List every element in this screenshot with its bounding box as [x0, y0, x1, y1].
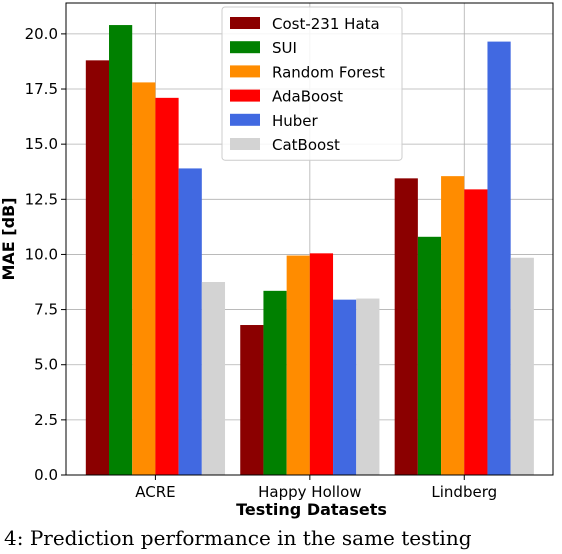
legend-label: AdaBoost — [272, 88, 343, 106]
legend-box — [221, 6, 403, 161]
bar — [356, 298, 380, 475]
legend-swatch — [230, 113, 260, 126]
bar — [464, 189, 488, 475]
bar — [178, 168, 202, 475]
legend-label: Random Forest — [272, 63, 385, 81]
bar — [286, 255, 310, 475]
bars — [85, 25, 534, 476]
x-axis-ticks: ACRE Happy Hollow Lindberg — [135, 475, 497, 501]
bar — [441, 176, 465, 475]
bar — [240, 325, 264, 475]
legend-swatch — [230, 65, 260, 78]
bar — [201, 282, 226, 475]
bar — [155, 97, 179, 475]
y-tick-label: 5.0 — [34, 356, 58, 374]
bar — [132, 82, 156, 476]
legend-label: Cost-231 Hata — [272, 15, 380, 33]
legend-label: Huber — [272, 112, 319, 130]
y-axis-label: MAE [dB] — [0, 197, 18, 280]
bar — [417, 236, 442, 475]
y-tick-label: 15.0 — [25, 135, 58, 153]
y-axis-ticks: 0.0 2.5 5.0 7.5 10.0 12.5 15.0 17.5 20.0 — [25, 25, 66, 484]
x-tick-label: ACRE — [135, 483, 175, 501]
y-tick-label: 2.5 — [34, 411, 58, 429]
figure-caption: 4: Prediction performance in the same te… — [4, 526, 472, 550]
bar — [333, 299, 357, 475]
bar — [109, 25, 133, 476]
bar — [510, 257, 534, 475]
y-tick-label: 7.5 — [34, 301, 58, 319]
y-tick-label: 0.0 — [34, 466, 58, 484]
bar — [394, 178, 418, 475]
legend-label: CatBoost — [272, 136, 340, 154]
y-tick-label: 10.0 — [25, 245, 58, 263]
x-tick-label: Lindberg — [431, 483, 497, 501]
legend: Cost-231 Hata SUI Random Forest AdaBoost Hub… — [221, 6, 403, 161]
mae-bar-chart: 0.0 2.5 5.0 7.5 10.0 12.5 15.0 17.5 20.0 ACRE Hap… — [0, 2, 554, 519]
x-tick-label: Happy Hollow — [258, 483, 361, 501]
legend-swatch — [230, 41, 260, 54]
bar — [85, 60, 110, 475]
y-tick-label: 17.5 — [25, 80, 58, 98]
bar — [309, 253, 334, 475]
legend-swatch — [230, 138, 260, 150]
x-axis-label: Testing Datasets — [236, 500, 387, 519]
y-tick-label: 12.5 — [25, 190, 58, 208]
legend-swatch — [230, 89, 260, 102]
legend-label: SUI — [272, 39, 297, 57]
legend-swatch — [230, 17, 260, 29]
y-tick-label: 20.0 — [25, 25, 58, 43]
bar — [487, 41, 511, 475]
bar — [263, 290, 287, 475]
